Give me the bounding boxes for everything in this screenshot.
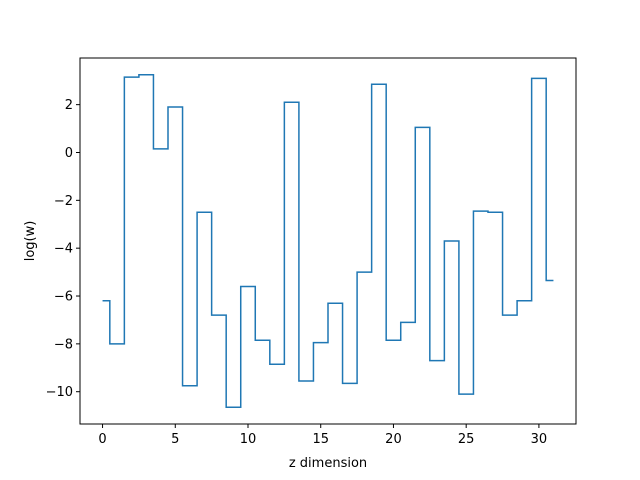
x-tick-label: 25: [458, 432, 475, 447]
y-tick-label: −6: [54, 290, 73, 305]
y-tick-label: −4: [54, 242, 73, 257]
axes-frame: [79, 57, 577, 425]
plot-area: [102, 74, 554, 408]
y-tick-label: −10: [46, 385, 73, 400]
y-tick-label: 0: [65, 146, 73, 161]
x-tick-label: 5: [171, 432, 179, 447]
ticks: 0 5 10 15 20 25 30 −10 −8 −6 −4 −2 0 2: [46, 98, 548, 447]
x-axis-label: z dimension: [289, 456, 367, 471]
x-tick-label: 0: [98, 432, 106, 447]
series-line-0: [102, 74, 554, 408]
x-tick-label: 30: [531, 432, 548, 447]
y-tick-label: 2: [65, 98, 73, 113]
y-axis-label: log(w): [23, 221, 38, 262]
x-tick-label: 20: [385, 432, 402, 447]
x-tick-label: 15: [312, 432, 329, 447]
y-tick-label: −2: [54, 194, 73, 209]
y-tick-label: −8: [54, 337, 73, 352]
x-tick-label: 10: [240, 432, 257, 447]
